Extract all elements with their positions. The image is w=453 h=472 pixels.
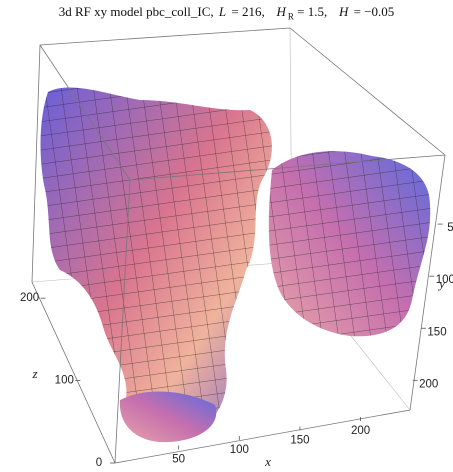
box-front [31, 27, 446, 464]
title-text: = 216, [231, 4, 265, 19]
x-tick-label: 200 [351, 425, 370, 437]
title-text: L [218, 4, 227, 19]
z-tick-label: 100 [55, 375, 74, 387]
axis-label: z [31, 366, 37, 381]
y-tick-label: 200 [419, 378, 438, 390]
y-tick-label: 50 [447, 222, 453, 234]
y-tick-label: 100 [436, 274, 453, 286]
title-text: H [338, 4, 349, 19]
z-tick-label: 200 [20, 292, 39, 304]
x-tick-label: 50 [172, 454, 185, 466]
title-text: = −0.05 [353, 4, 395, 19]
x-tick-label: 150 [290, 435, 309, 447]
title-text: H [276, 4, 286, 19]
surface [40, 87, 431, 443]
title-text: 3d RF xy model pbc_coll_IC, [58, 4, 214, 19]
y-tick-label: 150 [427, 326, 446, 338]
axis-label: y [437, 276, 445, 291]
title-text: = 1.5, [297, 4, 328, 19]
title-text: R [287, 11, 294, 22]
x-tick-label: 100 [230, 444, 249, 456]
axis-label: x [264, 454, 271, 469]
z-tick-label: 0 [96, 457, 102, 469]
